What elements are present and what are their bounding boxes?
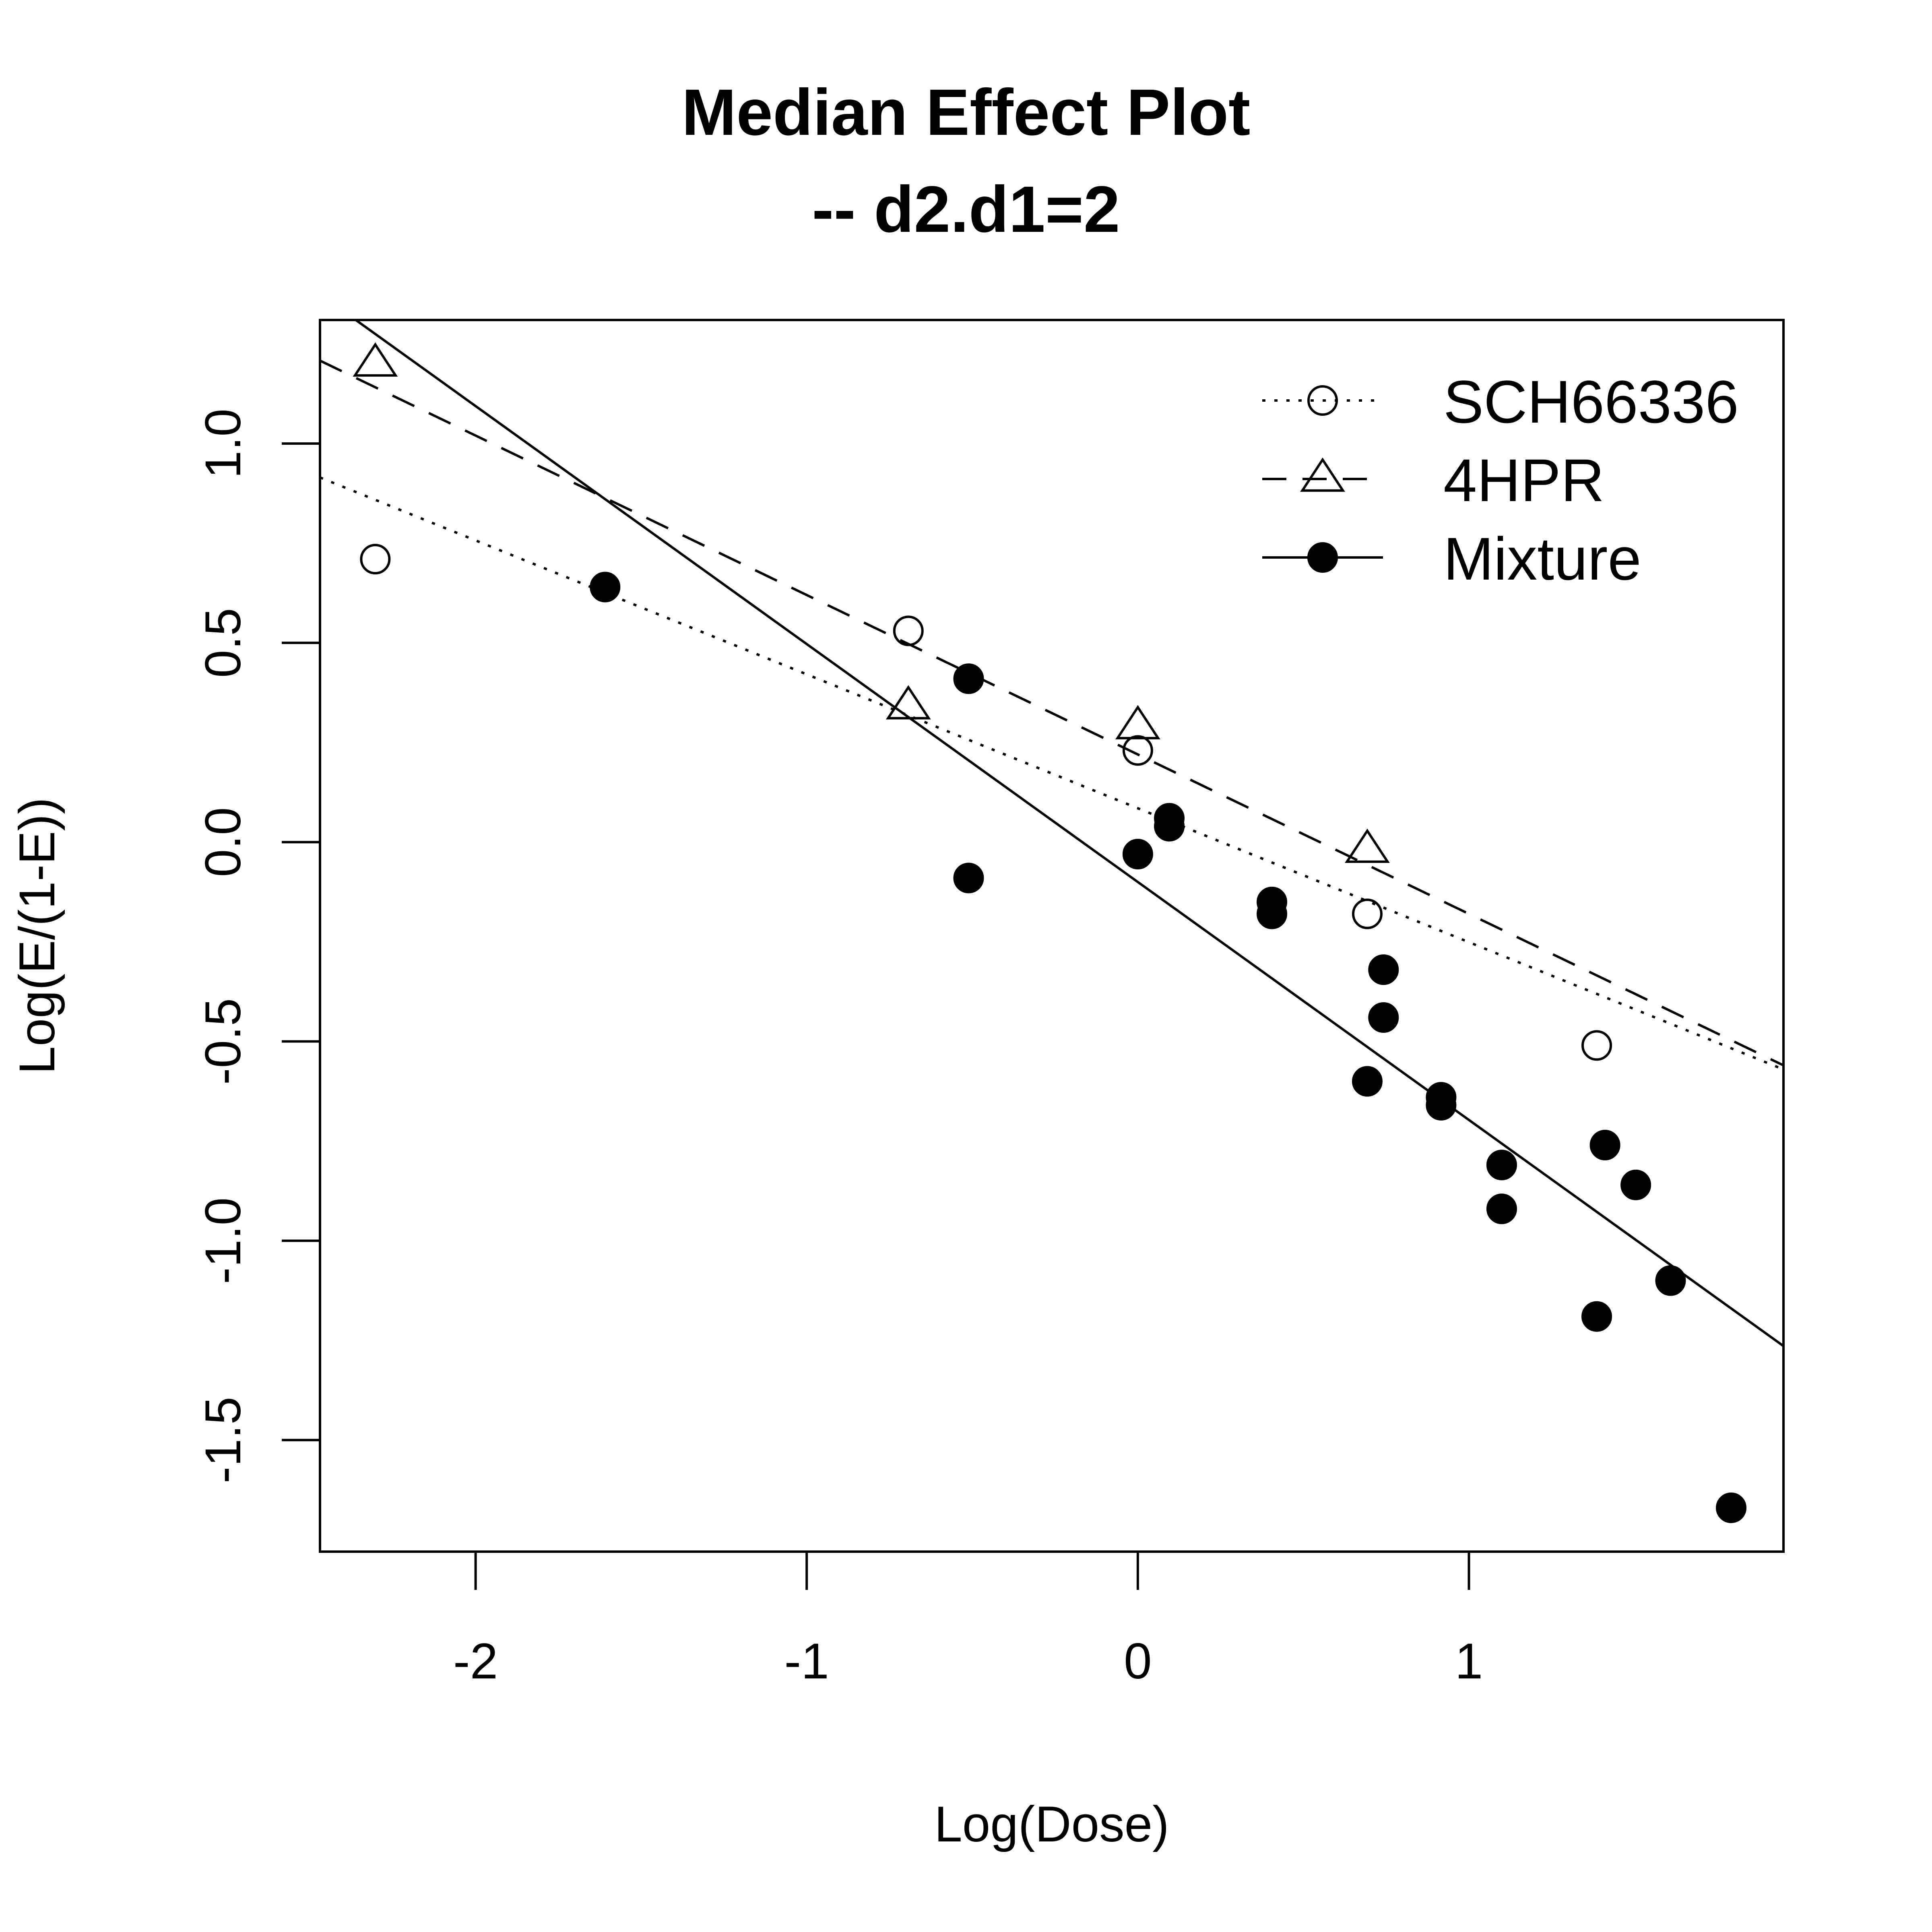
point-mixture bbox=[1368, 954, 1399, 985]
legend: SCH66336 4HPR Mixture bbox=[1262, 368, 1739, 592]
point-mixture bbox=[1352, 1066, 1383, 1097]
fit-line-mixture bbox=[353, 320, 1783, 1347]
x-tick-label: -2 bbox=[453, 1633, 498, 1689]
point-mixture bbox=[953, 663, 984, 694]
legend-label-mixture: Mixture bbox=[1443, 525, 1641, 592]
point-mixture bbox=[1368, 1002, 1399, 1033]
point-sch66336 bbox=[893, 615, 924, 646]
point-sch66336 bbox=[1122, 735, 1153, 766]
legend-marker-mixture bbox=[1307, 542, 1338, 573]
x-tick-label: 1 bbox=[1455, 1633, 1483, 1689]
point-mixture bbox=[590, 572, 621, 603]
data-points bbox=[353, 342, 1747, 1523]
point-mixture bbox=[1620, 1169, 1651, 1200]
point-4hpr bbox=[1345, 828, 1390, 863]
legend-marker-4hpr bbox=[1300, 457, 1345, 492]
legend-label-4hpr: 4HPR bbox=[1443, 446, 1604, 514]
x-axis-label: Log(Dose) bbox=[934, 1796, 1169, 1852]
x-tick-label: -1 bbox=[784, 1633, 829, 1689]
chart-title: Median Effect Plot bbox=[682, 75, 1251, 149]
point-mixture bbox=[1486, 1193, 1517, 1224]
legend-label-sch66336: SCH66336 bbox=[1443, 368, 1739, 436]
y-tick-label: 0.0 bbox=[195, 807, 251, 877]
point-4hpr bbox=[1115, 705, 1160, 739]
point-mixture bbox=[1589, 1129, 1620, 1160]
y-tick-label: 1.0 bbox=[195, 409, 251, 479]
plot-frame bbox=[319, 319, 1785, 1553]
point-mixture bbox=[1426, 1090, 1457, 1121]
y-tick-label: -1.5 bbox=[195, 1397, 251, 1483]
point-mixture bbox=[1154, 811, 1185, 842]
y-axis: -1.5 -1.0 -0.5 0.0 0.5 1.0 bbox=[195, 409, 320, 1483]
point-mixture bbox=[1716, 1492, 1747, 1523]
point-mixture bbox=[1486, 1150, 1517, 1181]
y-tick-label: 0.5 bbox=[195, 608, 251, 678]
point-mixture bbox=[1655, 1265, 1686, 1296]
point-4hpr bbox=[886, 685, 931, 720]
y-axis-label: Log(E/(1-E)) bbox=[9, 797, 65, 1074]
point-mixture bbox=[953, 863, 984, 894]
fit-line-4hpr bbox=[320, 359, 1783, 1067]
x-tick-label: 0 bbox=[1124, 1633, 1152, 1689]
point-sch66336 bbox=[1352, 898, 1383, 929]
point-mixture bbox=[1122, 838, 1153, 869]
y-tick-label: -0.5 bbox=[195, 998, 251, 1085]
chart-subtitle: -- d2.d1=2 bbox=[812, 172, 1120, 246]
point-sch66336 bbox=[1581, 1030, 1612, 1061]
fit-lines bbox=[320, 320, 1783, 1347]
point-mixture bbox=[1581, 1301, 1612, 1332]
point-sch66336 bbox=[360, 544, 391, 575]
y-tick-label: -1.0 bbox=[195, 1197, 251, 1284]
legend-marker-sch66336 bbox=[1307, 385, 1338, 416]
point-mixture bbox=[1257, 898, 1288, 929]
x-axis: -2 -1 0 1 bbox=[453, 1552, 1483, 1689]
point-4hpr bbox=[353, 342, 398, 377]
